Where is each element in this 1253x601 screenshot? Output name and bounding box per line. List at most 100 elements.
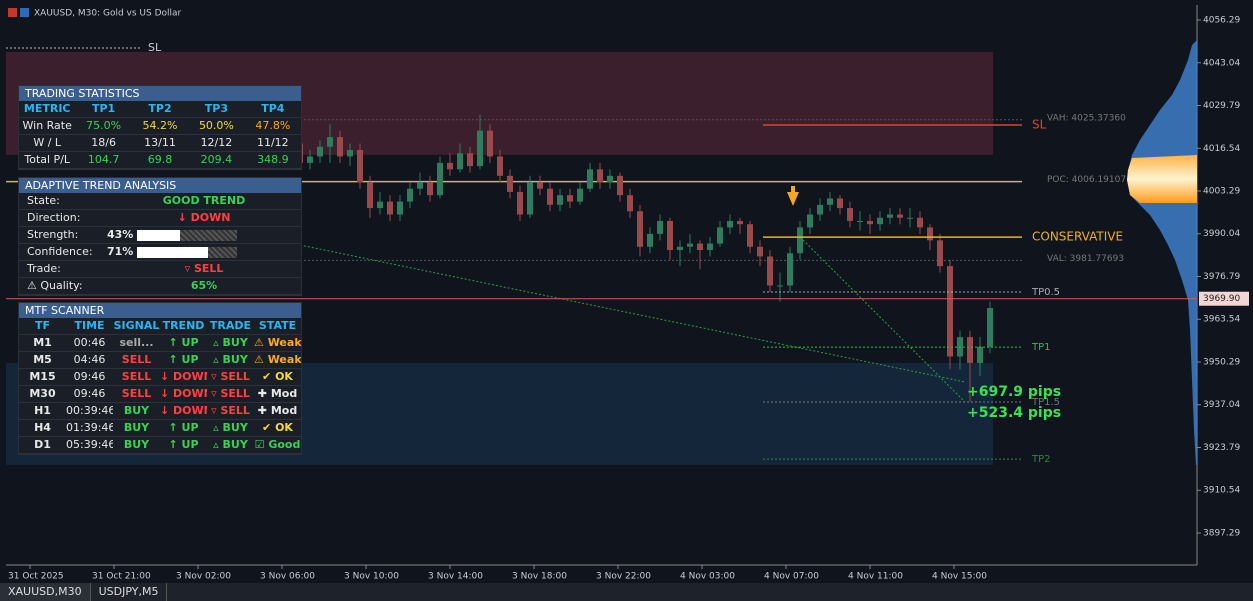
cell: M1 — [33, 336, 52, 349]
level-label: SL — [1032, 117, 1047, 131]
x-tick-label: 31 Oct 2025 — [8, 572, 64, 582]
cell: 05:39:46 — [66, 438, 113, 451]
profile-label: VAH: 4025.37360 — [1047, 113, 1126, 123]
cell: 75.0% — [86, 119, 122, 132]
candle-body — [447, 162, 453, 170]
cell: 09:46 — [73, 387, 106, 400]
y-tick-label: 3910.54 — [1203, 486, 1240, 496]
x-tick-label: 31 Oct 21:00 — [92, 572, 151, 582]
candle-body — [707, 243, 713, 251]
cell: BUY — [123, 404, 150, 417]
cell: 47.8% — [255, 119, 291, 132]
candle-body — [607, 175, 613, 183]
tab[interactable]: XAUUSD,M30 — [0, 583, 91, 601]
candle-body — [837, 198, 843, 209]
pips-label: +697.9 pips — [967, 384, 1061, 400]
kv-row: Trade: ▿ SELL — [19, 261, 301, 278]
candle-body — [727, 220, 733, 228]
table-row: M30 09:46 SELL ↓ DOWN ▿ SELL ✚ Mod — [19, 386, 301, 403]
y-tick-label: 3923.79 — [1203, 443, 1240, 453]
candle-body — [517, 191, 523, 215]
column-header: TP2 — [148, 102, 172, 115]
cell: ↑ UP — [168, 353, 199, 366]
candle-body — [627, 195, 633, 212]
cell: sell... — [119, 336, 154, 349]
candle-body — [717, 227, 723, 244]
y-tick-label: 4056.29 — [1203, 16, 1240, 26]
level-label: TP0.5 — [1031, 287, 1060, 298]
candle-body — [477, 130, 483, 167]
tab[interactable]: USDJPY,M5 — [91, 583, 168, 601]
panel-title: MTF SCANNER — [19, 303, 301, 318]
cell: 00:39:46 — [66, 404, 113, 417]
cell: 01:39:46 — [66, 421, 113, 434]
candle-body — [697, 243, 703, 251]
panel-title: TRADING STATISTICS — [19, 86, 301, 101]
candle-body — [687, 243, 693, 247]
table-row: Total P/L 104.7 69.8 209.4 348.9 — [19, 152, 301, 169]
cell: 04:46 — [73, 353, 106, 366]
candle-body — [487, 130, 493, 157]
poc-profile — [1127, 155, 1197, 203]
cell: ✚ Mod — [257, 387, 298, 400]
candle-body — [467, 153, 473, 167]
candle-body — [417, 182, 423, 189]
kv-row: ⚠ Quality: 65% — [19, 278, 301, 295]
y-tick-label: 3937.04 — [1203, 400, 1240, 410]
y-tick-label: 3963.54 — [1203, 315, 1240, 325]
cell: 09:46 — [73, 370, 106, 383]
cell: ▿ SELL — [211, 370, 250, 383]
candle-body — [917, 217, 923, 228]
price-box — [1199, 291, 1249, 306]
kv-label: Trade: — [27, 262, 61, 275]
kv-value: 65% — [190, 279, 218, 292]
candle-body — [357, 149, 363, 183]
window-title: XAUUSD, M30: Gold vs US Dollar — [34, 9, 182, 19]
cell: ✚ Mod — [257, 404, 298, 417]
cell: ✔ OK — [262, 370, 293, 383]
candle-body — [387, 201, 393, 215]
cell: 209.4 — [200, 153, 233, 166]
candle-body — [867, 220, 873, 225]
cell: ✔ OK — [262, 421, 293, 434]
x-tick-label: 3 Nov 02:00 — [176, 572, 231, 582]
icon — [20, 8, 29, 17]
pips-label: +523.4 pips — [967, 405, 1061, 421]
cell: ▵ BUY — [213, 353, 248, 366]
level-label: TP2 — [1031, 454, 1051, 465]
meter — [137, 229, 238, 241]
candle-body — [427, 182, 433, 196]
cell: ↓ DOWN — [160, 370, 207, 383]
candle-body — [457, 153, 463, 170]
cell: 69.8 — [147, 153, 173, 166]
tab-bar: XAUUSD,M30 USDJPY,M5 — [0, 583, 1253, 601]
x-tick-label: 3 Nov 10:00 — [344, 572, 399, 582]
column-header: TP3 — [204, 102, 229, 115]
trend-line — [299, 244, 966, 383]
kv-label: Direction: — [27, 211, 81, 224]
cell: 104.7 — [87, 153, 120, 166]
y-tick-label: 4043.04 — [1203, 58, 1240, 68]
candle-body — [567, 195, 573, 202]
kv-label: Strength: — [27, 228, 79, 241]
kv-label: State: — [27, 194, 60, 207]
candle-body — [547, 188, 553, 205]
candle-body — [497, 156, 503, 176]
kv-text: 43% — [107, 228, 134, 241]
candle-body — [797, 227, 803, 254]
kv-value: 43% — [107, 227, 301, 243]
candle-body — [987, 308, 993, 347]
kv-value: ▿ SELL — [184, 262, 224, 275]
kv-row: Direction: ↓ DOWN — [19, 210, 301, 227]
candle-body — [327, 137, 333, 147]
kv-value: GOOD TREND — [162, 194, 246, 207]
candle-body — [847, 208, 853, 221]
cell: 50.0% — [198, 119, 234, 132]
cell: H4 — [34, 421, 51, 434]
candle-body — [407, 188, 413, 202]
kv-row: State: GOOD TREND — [19, 193, 301, 210]
candle-body — [597, 169, 603, 183]
column-header: STATE — [258, 319, 297, 332]
cell: ↑ UP — [168, 438, 199, 451]
column-header: TP1 — [91, 102, 116, 115]
